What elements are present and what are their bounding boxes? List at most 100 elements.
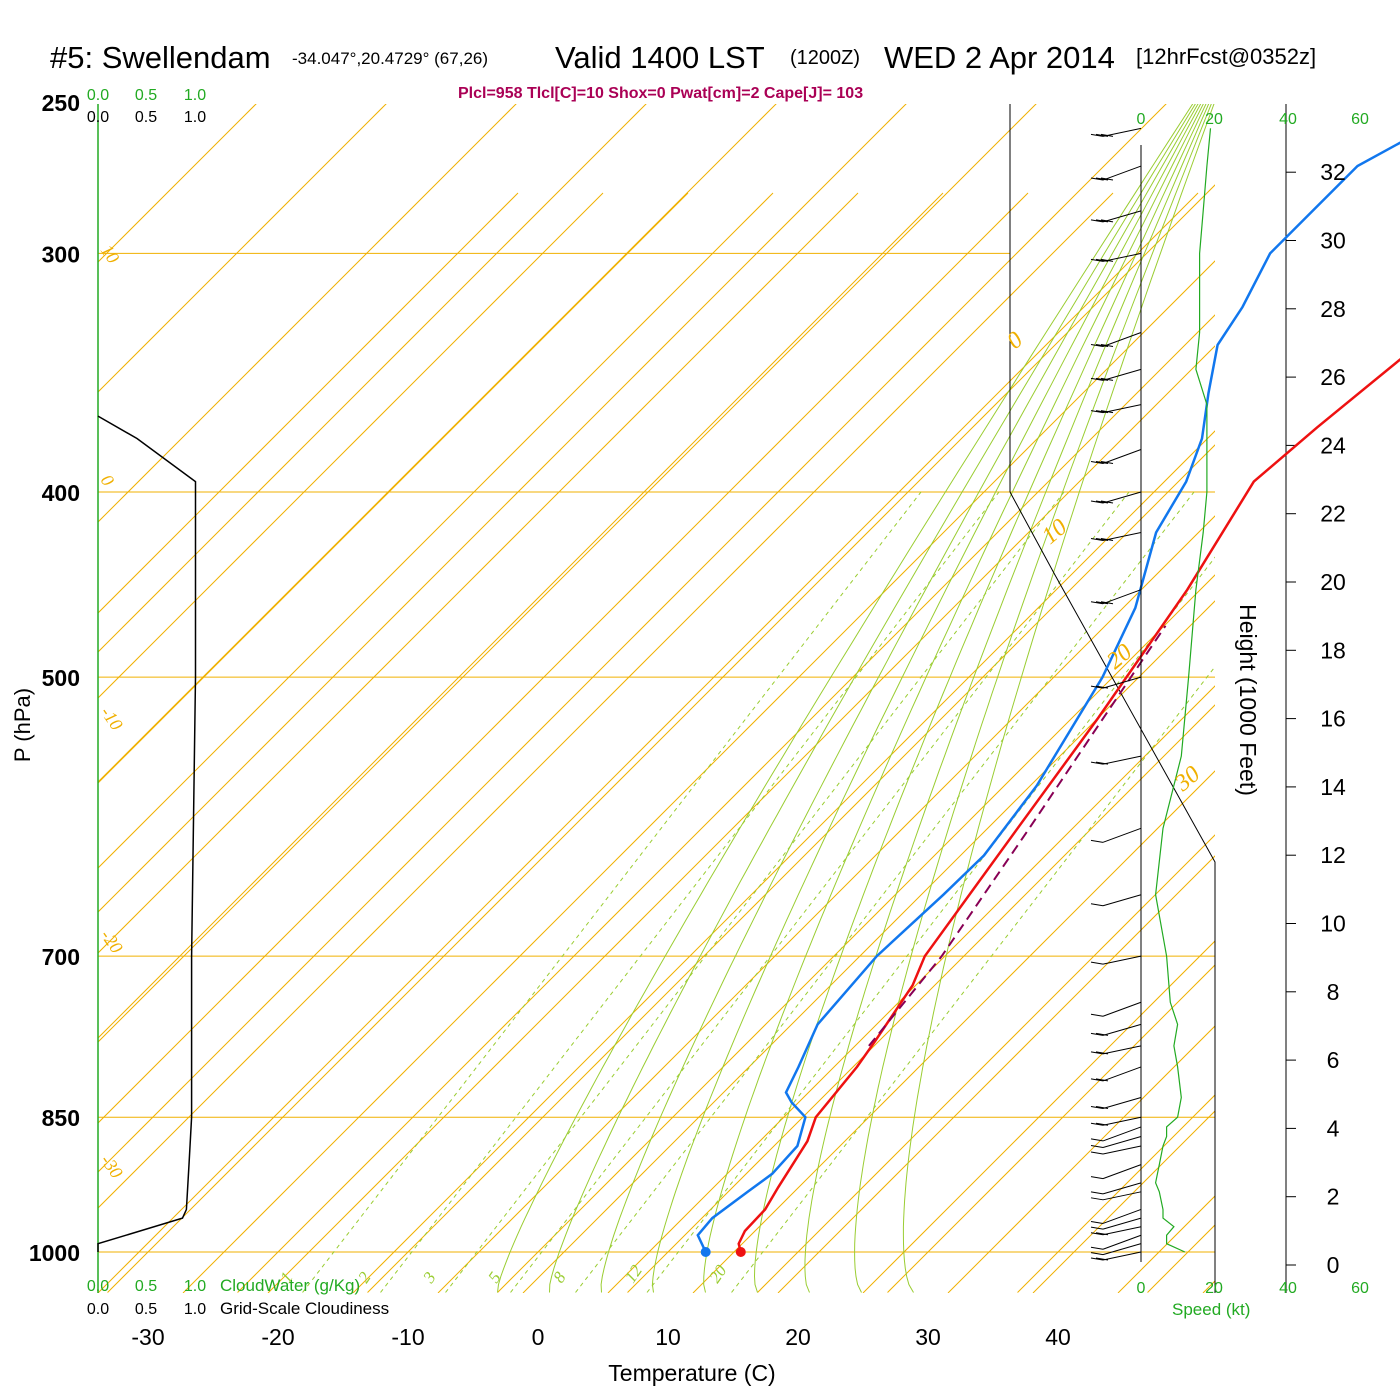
wind-barb-flag <box>1095 1051 1109 1055</box>
wind-barb-flag <box>1095 1078 1109 1082</box>
cloudwater-label: CloudWater (g/Kg) <box>220 1276 360 1295</box>
wind-barb-flag <box>1090 1105 1104 1109</box>
height-tick: 18 <box>1320 637 1346 663</box>
wind-barb <box>1090 589 1142 605</box>
wind-barb <box>1090 1182 1142 1195</box>
wind-speed-tick-top: 40 <box>1279 111 1297 128</box>
wind-barb-flag <box>1090 1226 1104 1230</box>
height-profile-line <box>1009 491 1216 1293</box>
wind-barb-flag <box>1095 219 1109 223</box>
wind-speed-tick-top: 0 <box>1137 111 1146 128</box>
wind-barb-flag <box>1090 1197 1104 1201</box>
wind-barb-flag <box>1095 1232 1109 1236</box>
wind-barb-flag <box>1100 601 1114 605</box>
adiabat-line <box>267 345 1215 1293</box>
cloudwater-tick-top: 0.0 <box>87 87 109 104</box>
wind-barb-staff <box>1102 332 1142 347</box>
wind-barb <box>1090 1234 1142 1250</box>
wind-barb-staff <box>1102 1126 1142 1142</box>
adiabat-line <box>862 940 1215 1293</box>
wind-barb-flag <box>1090 1151 1104 1155</box>
wind-barb-flag <box>1090 377 1104 381</box>
wind-barb <box>1090 1136 1142 1148</box>
height-tick: 20 <box>1320 569 1346 595</box>
wind-barb-flag <box>1090 601 1104 605</box>
pressure-tick: 700 <box>42 944 80 970</box>
wind-barb-flag <box>1090 538 1104 541</box>
wind-speed-tick-bottom: 60 <box>1351 1280 1369 1297</box>
height-axis-title: Height (1000 Feet) <box>1235 604 1261 796</box>
height-tick: 6 <box>1327 1047 1340 1073</box>
wind-barb <box>1090 894 1142 907</box>
wind-speed-tick-bottom: 40 <box>1279 1280 1297 1297</box>
moist-adiabat <box>804 104 1210 1293</box>
height-tick: 8 <box>1327 979 1340 1005</box>
wind-barb-flag <box>1100 500 1114 504</box>
wind-barb-flag <box>1100 258 1114 262</box>
wind-barb-staff <box>1102 165 1142 181</box>
adiabat-line <box>98 192 774 869</box>
wind-barb <box>1090 1191 1142 1201</box>
pressure-tick: 250 <box>42 90 80 116</box>
wind-barb <box>1090 827 1142 843</box>
isotherm-line <box>367 444 1215 1293</box>
wind-barb-staff <box>1102 1116 1142 1126</box>
wind-barb-flag <box>1090 177 1104 181</box>
wind-barb <box>1090 491 1142 504</box>
wind-barb-flag <box>1095 460 1109 464</box>
isotherm-line <box>887 964 1215 1293</box>
wind-barb-flag <box>1090 1252 1104 1256</box>
wind-barb-flag <box>1095 1105 1109 1109</box>
moist-adiabat <box>651 104 1202 1293</box>
wind-barb-staff <box>1102 532 1142 541</box>
height-tick: 28 <box>1320 296 1346 322</box>
adiabat-line <box>98 192 1029 1124</box>
wind-barb-flag <box>1095 177 1109 181</box>
adiabat-line <box>607 685 1215 1293</box>
mixing-ratio-line <box>575 491 1195 1293</box>
isotherm-line <box>98 104 647 653</box>
moist-adiabat <box>902 104 1215 1293</box>
wind-barb-flag <box>1095 1032 1109 1036</box>
wind-barb-flag <box>1090 1220 1104 1224</box>
wind-barb-flag <box>1090 1246 1104 1250</box>
wind-barb <box>1090 1045 1142 1055</box>
wind-barb-flag <box>1090 1232 1104 1236</box>
wind-barb-staff <box>1102 1164 1142 1180</box>
isotherm-line <box>98 104 517 523</box>
isotherm-line <box>98 104 1037 1043</box>
isotherm-line <box>98 104 1167 1173</box>
wind-barb-flag <box>1095 377 1109 381</box>
y-axis-title: P (hPa) <box>10 688 35 762</box>
cloudwater-tick-top: 1.0 <box>184 87 206 104</box>
wind-barb-flag <box>1090 1257 1104 1261</box>
adiabat-line <box>98 192 519 614</box>
adiabat-line <box>1202 1280 1215 1293</box>
isotherm-line <box>98 104 777 783</box>
wind-barb <box>1090 165 1142 181</box>
adiabat-line <box>352 430 1215 1293</box>
valid-time: Valid 1400 LST <box>555 40 765 75</box>
wind-barb-staff <box>1102 1243 1142 1256</box>
wind-barb <box>1090 1023 1142 1036</box>
wind-barb-staff <box>1102 1208 1142 1224</box>
wind-barb <box>1090 1066 1142 1082</box>
dewpoint-surface-marker <box>700 1247 711 1257</box>
wind-barb-flag <box>1090 1176 1104 1180</box>
temperature-tick: 40 <box>1045 1324 1071 1350</box>
adiabat-line <box>1032 1110 1215 1293</box>
wind-barb-flag <box>1090 961 1104 965</box>
isotherm-line <box>1278 102 1400 1292</box>
wind-barb-flag <box>1090 1191 1104 1195</box>
height-tick: 24 <box>1320 432 1346 458</box>
cloudiness-tick-top: 0.5 <box>135 109 157 126</box>
wind-barb-staff <box>1102 1145 1142 1155</box>
wind-barb-flag <box>1095 685 1109 689</box>
wind-barb-staff <box>1102 1217 1142 1230</box>
temperature-line <box>737 357 1400 1253</box>
wind-barb <box>1090 532 1142 541</box>
wind-panel <box>1090 127 1212 1262</box>
wind-barb <box>1090 127 1142 137</box>
wind-barb-staff <box>1102 252 1142 262</box>
